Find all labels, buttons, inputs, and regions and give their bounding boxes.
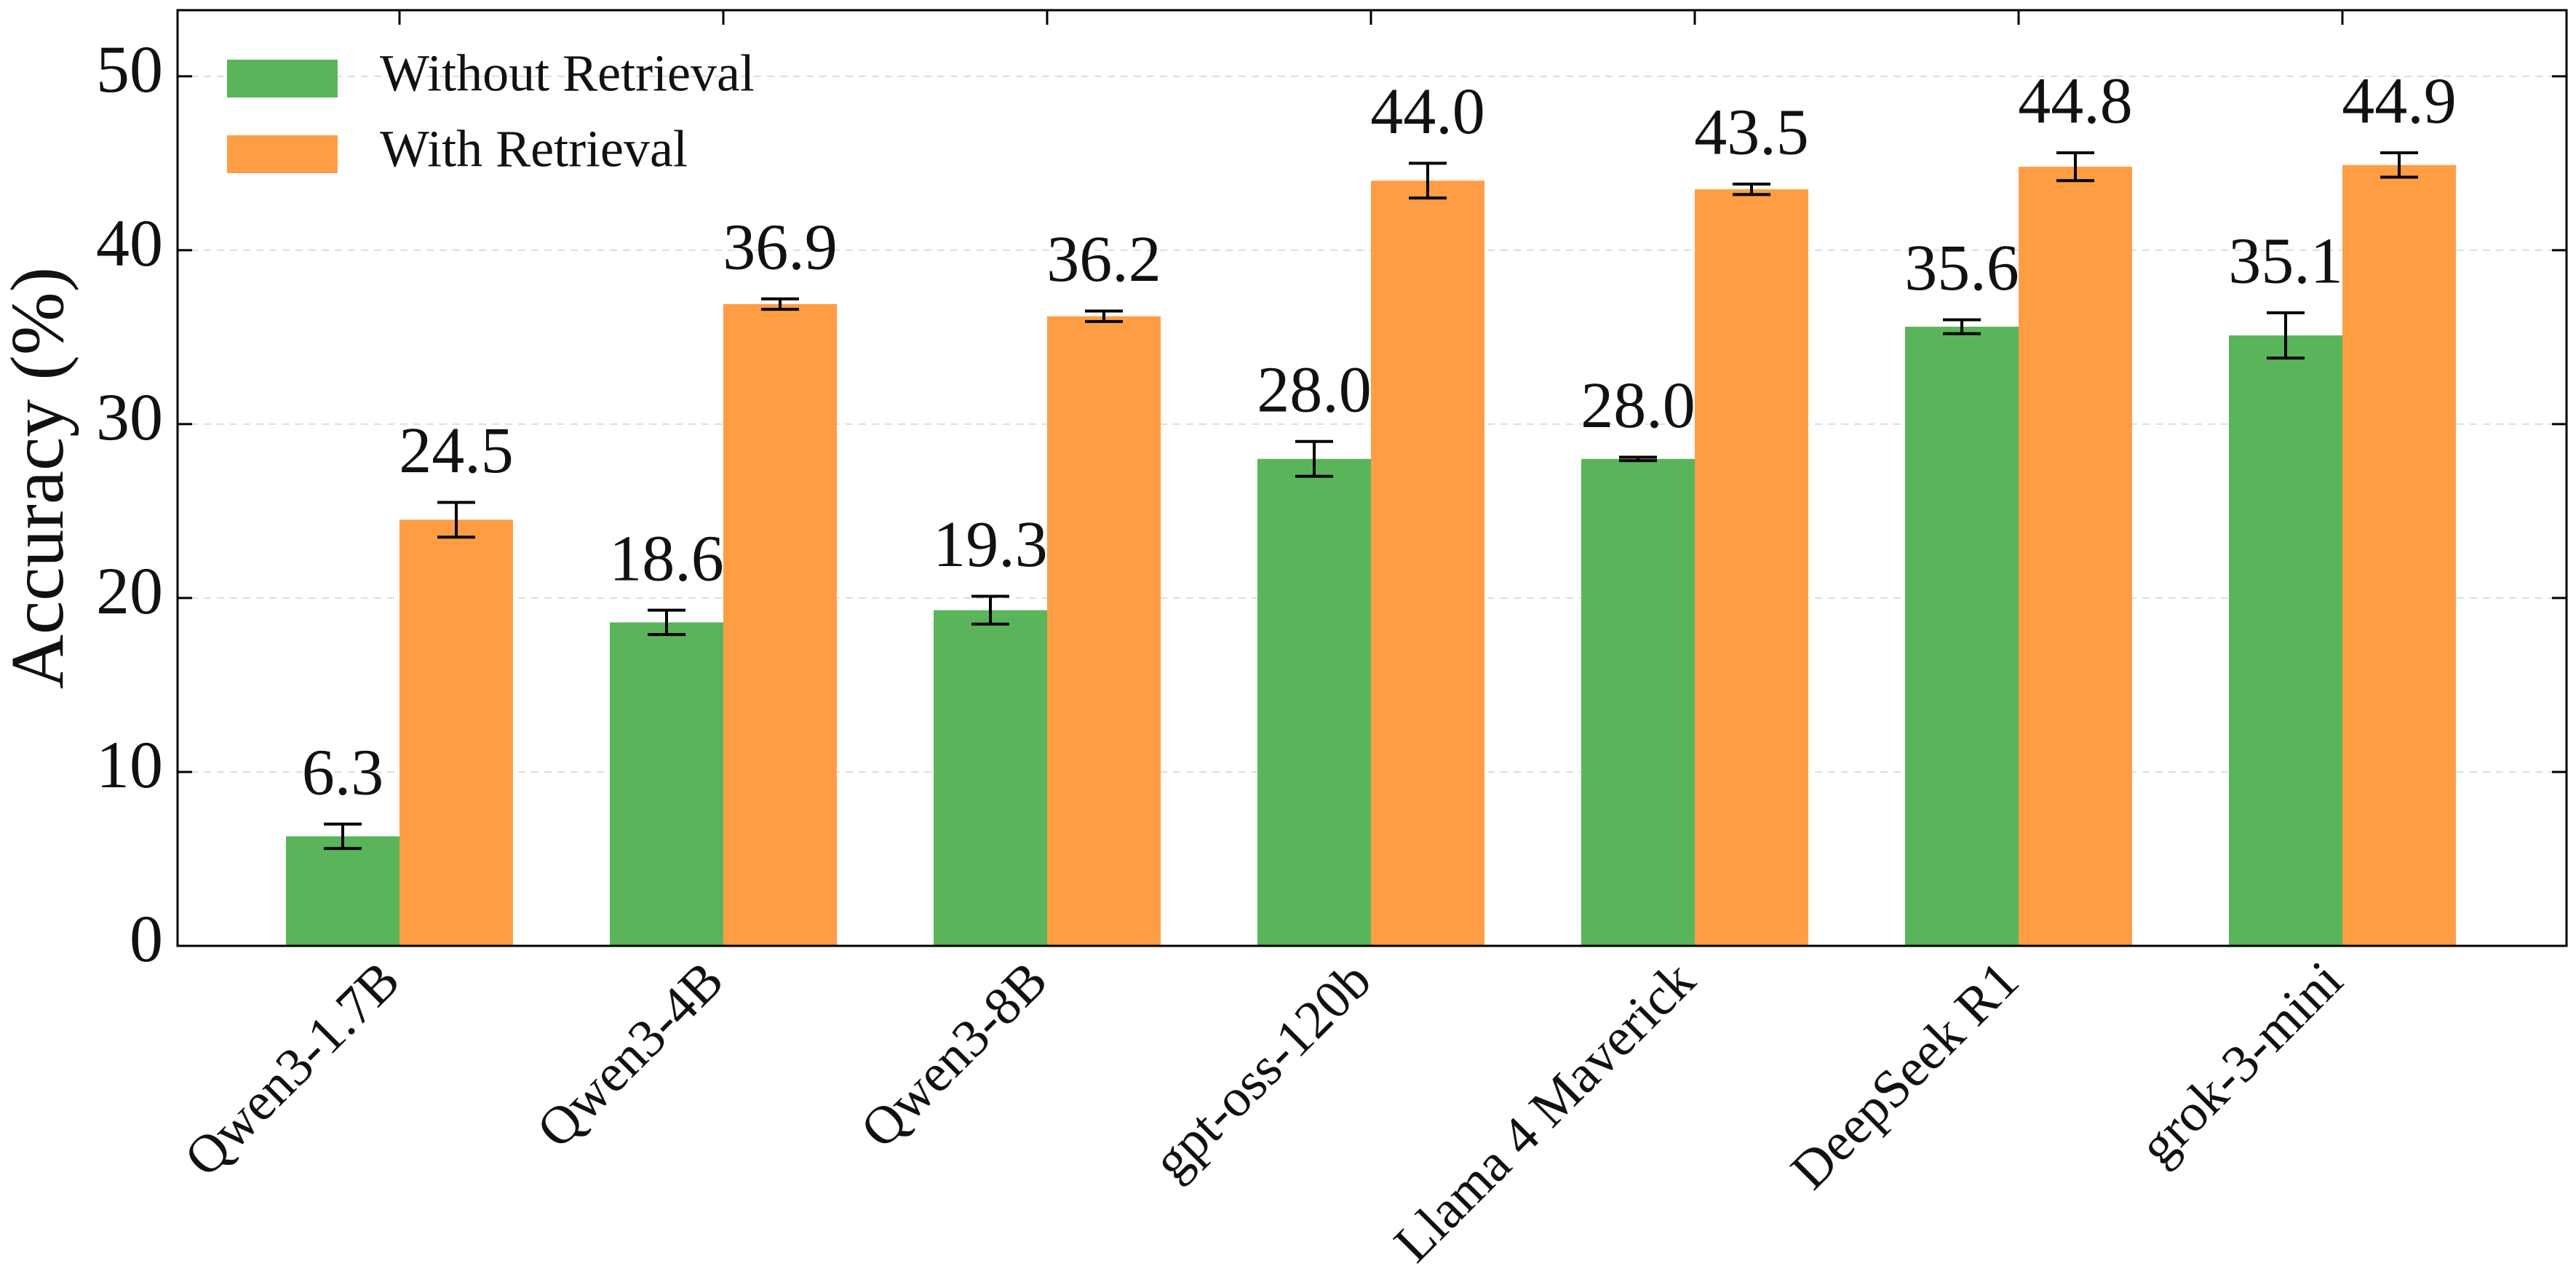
- value-label: 44.8: [2018, 65, 2133, 138]
- bar: [1695, 189, 1808, 946]
- value-label: 36.2: [1046, 223, 1161, 295]
- bar: [1581, 458, 1695, 946]
- y-tick-label: 50: [96, 32, 163, 106]
- plot-frame: [176, 9, 2568, 947]
- y-axis-label: Accuracy (%): [0, 267, 79, 689]
- bar: [2019, 167, 2132, 946]
- legend-swatch: [227, 135, 338, 173]
- x-tick-label: Qwen3-8B: [849, 950, 1059, 1160]
- value-label: 43.5: [1694, 97, 1809, 169]
- bar: [1047, 316, 1161, 947]
- bar: [2342, 164, 2456, 947]
- value-label: 44.0: [1370, 76, 1485, 148]
- value-label: 6.3: [302, 736, 384, 808]
- y-tick-label: 20: [96, 554, 163, 628]
- bar: [1371, 180, 1484, 946]
- legend-label: Without Retrieval: [380, 44, 755, 103]
- bar: [2229, 335, 2342, 946]
- y-tick-label: 0: [130, 901, 163, 976]
- value-label: 35.1: [2228, 226, 2343, 298]
- bar: [934, 610, 1047, 946]
- legend-label: With Retrieval: [380, 120, 688, 178]
- y-tick-label: 30: [96, 380, 163, 454]
- x-tick-label: grok-3-mini: [2128, 950, 2354, 1177]
- bar: [723, 303, 837, 946]
- value-label: 36.9: [723, 211, 838, 283]
- value-label: 35.6: [1904, 232, 2019, 304]
- x-tick-label: Qwen3-1.7B: [173, 950, 411, 1188]
- x-tick-label: DeepSeek R1: [1780, 950, 2030, 1201]
- y-tick-label: 40: [96, 206, 163, 280]
- bar: [286, 836, 399, 946]
- x-tick-label: Llama 4 Maverick: [1383, 950, 1706, 1266]
- value-label: 28.0: [1257, 354, 1372, 426]
- x-tick-label: Qwen3-4B: [525, 950, 735, 1160]
- y-tick-label: 10: [96, 728, 163, 802]
- value-label: 44.9: [2342, 65, 2457, 138]
- bar: [610, 622, 723, 946]
- value-label: 24.5: [399, 415, 514, 487]
- value-label: 28.0: [1581, 370, 1696, 442]
- value-label: 19.3: [933, 509, 1048, 581]
- bar: [1257, 458, 1371, 946]
- value-label: 18.6: [609, 522, 724, 594]
- legend-swatch: [227, 60, 338, 97]
- x-tick-label: gpt-oss-120b: [1142, 950, 1383, 1191]
- bar: [1905, 327, 2019, 946]
- bar: [399, 519, 513, 946]
